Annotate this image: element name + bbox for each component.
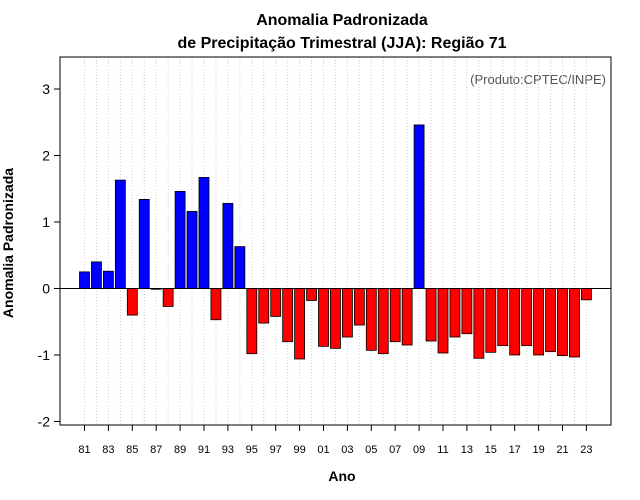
x-tick-label-19: 19 — [532, 444, 544, 456]
bar-04 — [353, 288, 365, 326]
x-tick-label-07: 07 — [389, 444, 401, 456]
bar-09 — [413, 124, 425, 289]
grid-lines — [84, 57, 587, 425]
bar-10 — [425, 288, 437, 342]
x-axis-ticks: 81 83 85 87 89 91 93 95 97 99 01 03 05 07 09 11 13 15 17 19… — [78, 425, 593, 456]
x-tick-label-83: 83 — [102, 444, 114, 456]
bar-91 — [198, 177, 210, 289]
source-annotation: (Produto:CPTEC/INPE) — [470, 72, 606, 87]
bar-84 — [114, 179, 126, 289]
bar-92 — [210, 288, 222, 321]
x-tick-label-89: 89 — [174, 444, 186, 456]
bar-99 — [294, 288, 306, 360]
bar-95 — [246, 288, 258, 355]
x-tick-label-23: 23 — [580, 444, 592, 456]
bar-83 — [103, 270, 114, 289]
y-tick-label--2: -2 — [38, 414, 51, 430]
bar-86 — [138, 198, 150, 289]
bar-81 — [79, 271, 90, 289]
y-axis-title: Anomalia Padronizada — [0, 168, 16, 318]
chart-subtitle: de Precipitação Trimestral (JJA): Região… — [177, 35, 506, 52]
bar-23 — [581, 288, 592, 301]
chart-title: Anomalia Padronizada — [256, 12, 428, 29]
y-tick-label-1: 1 — [42, 214, 50, 230]
x-tick-label-09: 09 — [413, 444, 425, 456]
bar-11 — [437, 288, 449, 354]
y-axis-ticks: -2 -1 0 1 2 3 — [38, 81, 60, 430]
bar-05 — [365, 288, 377, 351]
x-tick-label-03: 03 — [341, 444, 353, 456]
bar-93 — [222, 202, 234, 289]
bar-07 — [389, 288, 401, 343]
bar-97 — [270, 288, 282, 317]
x-tick-label-93: 93 — [222, 444, 234, 456]
x-tick-label-11: 11 — [437, 444, 448, 456]
bars — [79, 124, 592, 360]
bar-82 — [91, 261, 102, 289]
x-tick-label-01: 01 — [317, 444, 329, 456]
bar-17 — [509, 288, 521, 356]
bar-98 — [282, 288, 294, 343]
bar-12 — [449, 288, 461, 338]
bar-18 — [521, 288, 533, 347]
plot-frame — [59, 56, 612, 426]
x-tick-label-99: 99 — [293, 444, 305, 456]
bar-13 — [461, 288, 473, 335]
bar-22 — [569, 288, 580, 358]
x-tick-label-15: 15 — [485, 444, 497, 456]
x-tick-label-17: 17 — [509, 444, 521, 456]
bar-03 — [341, 288, 353, 338]
bar-88 — [162, 288, 174, 307]
x-tick-label-81: 81 — [78, 444, 90, 456]
bar-96 — [258, 288, 270, 324]
bar-15 — [485, 288, 497, 353]
y-tick-label--1: -1 — [38, 347, 51, 363]
bar-89 — [174, 191, 186, 289]
y-tick-label-3: 3 — [42, 81, 50, 97]
bar-21 — [557, 288, 568, 357]
y-tick-label-0: 0 — [42, 281, 50, 297]
x-tick-label-87: 87 — [150, 444, 162, 456]
bar-02 — [330, 288, 341, 349]
x-tick-label-91: 91 — [198, 444, 210, 456]
bar-00 — [306, 288, 317, 301]
x-tick-label-13: 13 — [461, 444, 473, 456]
bar-90 — [186, 210, 198, 289]
bar-20 — [545, 288, 556, 353]
x-tick-label-21: 21 — [556, 444, 568, 456]
axes — [59, 56, 612, 426]
bar-85 — [126, 288, 138, 316]
x-axis-title: Ano — [328, 468, 355, 484]
x-tick-label-85: 85 — [126, 444, 138, 456]
y-tick-label-2: 2 — [42, 148, 50, 164]
bar-94 — [234, 246, 246, 289]
bar-01 — [318, 288, 329, 347]
bar-08 — [401, 288, 413, 346]
x-tick-label-95: 95 — [246, 444, 258, 456]
x-tick-label-97: 97 — [270, 444, 282, 456]
x-tick-label-05: 05 — [365, 444, 377, 456]
bar-06 — [377, 288, 389, 355]
bar-14 — [473, 288, 485, 359]
bar-16 — [497, 288, 509, 347]
bar-19 — [533, 288, 544, 356]
